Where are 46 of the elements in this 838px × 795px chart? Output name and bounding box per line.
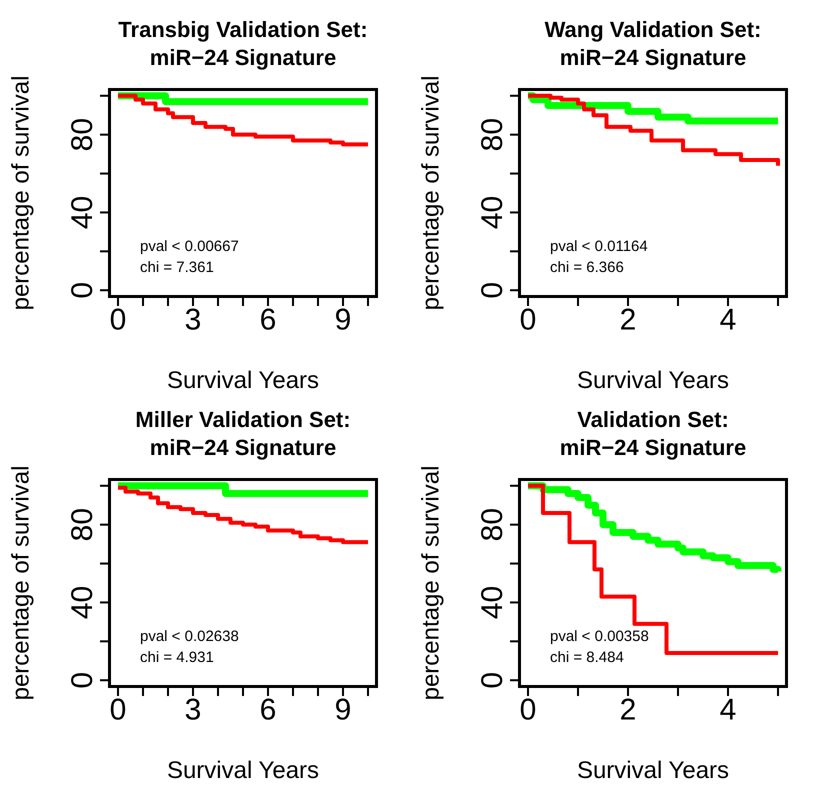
annotation: pval < 0.00358	[550, 627, 649, 647]
y-tick-label: 80	[476, 508, 509, 542]
annotation: chi = 7.361	[140, 258, 215, 278]
y-tick-label: 40	[476, 586, 509, 620]
x-tick-label: 0	[110, 693, 126, 726]
x-tick-label: 9	[334, 303, 352, 336]
annotation: chi = 4.931	[140, 648, 215, 668]
x-tick-label: 6	[260, 303, 276, 336]
x-tick-label: 6	[260, 693, 276, 726]
y-axis-title: percentage of survival	[418, 466, 445, 700]
annotation: chi = 6.366	[550, 258, 625, 278]
x-axis-title: Survival Years	[576, 757, 730, 784]
x-axis-title: Survival Years	[576, 367, 730, 394]
x-tick-label: 3	[184, 303, 202, 336]
x-tick-label: 0	[520, 693, 536, 726]
chart-title: Validation Set: miR−24 Signature	[558, 406, 748, 462]
x-tick-label: 2	[620, 693, 636, 726]
x-tick-label: 4	[720, 303, 736, 336]
chart-title: Wang Validation Set: miR−24 Signature	[544, 16, 762, 72]
x-axis-title: Survival Years	[166, 367, 320, 394]
chart-title: Miller Validation Set: miR−24 Signature	[134, 406, 352, 462]
x-tick-label: 0	[110, 303, 126, 336]
y-tick-label: 40	[66, 586, 99, 620]
x-tick-label: 2	[620, 303, 636, 336]
y-tick-label: 80	[66, 118, 99, 152]
x-tick-label: 3	[184, 693, 202, 726]
y-axis-title: percentage of survival	[418, 76, 445, 310]
y-tick-label: 40	[66, 196, 99, 230]
annotation: pval < 0.01164	[550, 237, 648, 257]
x-tick-label: 4	[720, 693, 736, 726]
y-tick-label: 0	[66, 282, 99, 299]
y-tick-label: 80	[476, 118, 509, 152]
y-tick-label: 40	[476, 196, 509, 230]
y-axis-title: percentage of survival	[8, 466, 35, 700]
x-tick-label: 0	[520, 303, 536, 336]
y-axis-title: percentage of survival	[8, 76, 35, 310]
y-tick-label: 80	[66, 508, 99, 542]
y-tick-label: 0	[476, 672, 509, 689]
y-tick-label: 0	[66, 672, 99, 689]
chart-title: Transbig Validation Set: miR−24 Signature	[117, 16, 369, 72]
annotation: pval < 0.00667	[140, 237, 239, 257]
x-axis-title: Survival Years	[166, 757, 320, 784]
x-tick-label: 9	[334, 693, 352, 726]
annotation: pval < 0.02638	[140, 627, 239, 647]
annotation: chi = 8.484	[550, 648, 625, 668]
y-tick-label: 0	[476, 282, 509, 299]
